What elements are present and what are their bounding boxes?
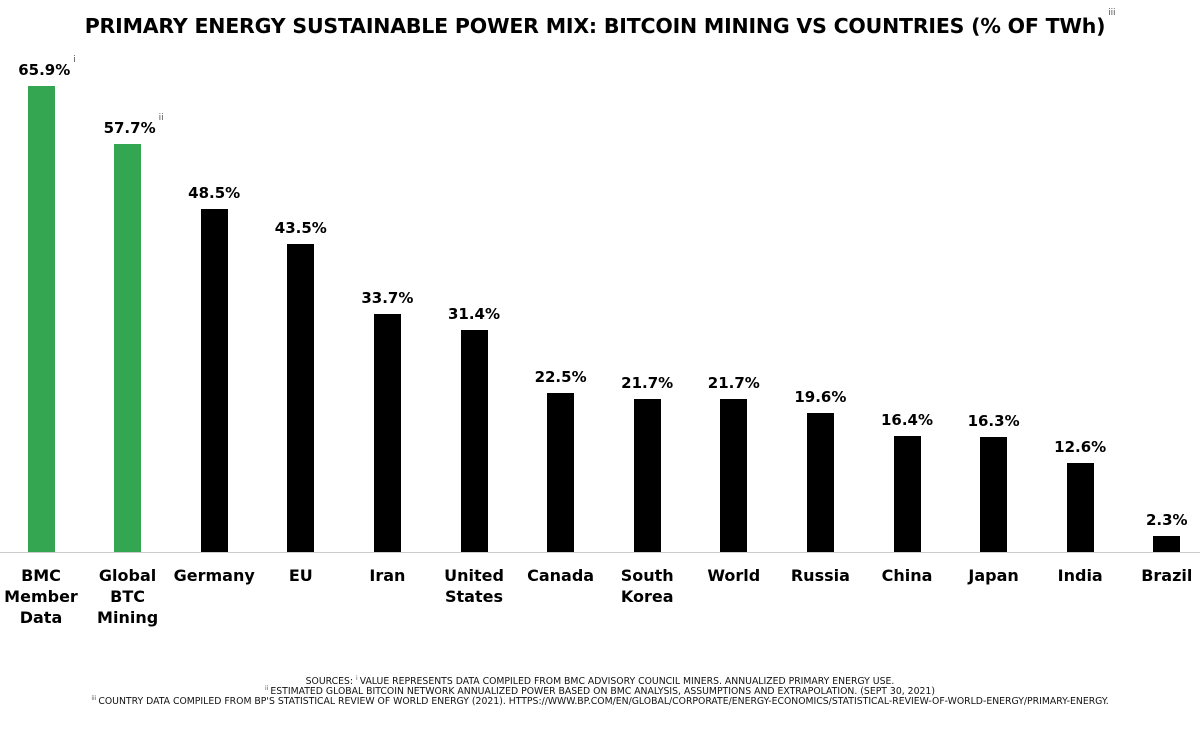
x-tick-box: BMC Member Data bbox=[0, 565, 84, 628]
x-tick-label: Japan bbox=[968, 566, 1019, 585]
bar bbox=[114, 144, 142, 552]
value-label: 16.4% bbox=[880, 411, 934, 430]
x-tick-box: World bbox=[691, 565, 777, 586]
x-tick-label: Global BTC Mining bbox=[97, 566, 159, 627]
value-label: 12.6% bbox=[1054, 437, 1107, 456]
source-text: ESTIMATED GLOBAL BITCOIN NETWORK ANNUALI… bbox=[270, 685, 935, 697]
value-note: i bbox=[73, 55, 76, 66]
x-tick-box: Global BTC Mining bbox=[85, 565, 171, 628]
source-mark: iii bbox=[91, 694, 97, 702]
source-text: COUNTRY DATA COMPILED FROM BP'S STATISTI… bbox=[98, 695, 1109, 707]
x-tick-box: United States bbox=[431, 565, 517, 607]
title-note: iii bbox=[1108, 8, 1116, 18]
x-tick-label: South Korea bbox=[620, 566, 674, 606]
x-tick-label: World bbox=[707, 566, 761, 585]
x-tick-label: BMC Member Data bbox=[4, 566, 78, 627]
x-tick-label: Russia bbox=[790, 566, 850, 585]
bar bbox=[633, 398, 661, 552]
x-tick-box: EU bbox=[258, 565, 344, 586]
x-tick-box: Germany bbox=[171, 565, 257, 586]
value-label: 19.6% bbox=[794, 388, 847, 407]
value-label-box: 16.4% bbox=[857, 411, 957, 429]
value-label: 33.7% bbox=[361, 288, 414, 307]
value-label-box: 12.6% bbox=[1030, 438, 1130, 456]
bar bbox=[720, 398, 748, 552]
x-tick-label: Iran bbox=[369, 566, 406, 585]
bar bbox=[980, 436, 1008, 552]
source-line: SOURCES: i VALUE REPRESENTS DATA COMPILED… bbox=[0, 675, 1200, 687]
value-label-box: 48.5% bbox=[164, 184, 264, 202]
value-label-box: 21.7% bbox=[684, 374, 784, 392]
bar bbox=[200, 209, 228, 552]
bar bbox=[460, 330, 488, 552]
x-tick-box: South Korea bbox=[604, 565, 690, 607]
x-tick-label: Brazil bbox=[1141, 566, 1193, 585]
x-tick-label: China bbox=[881, 566, 933, 585]
source-mark: ii bbox=[265, 684, 269, 692]
value-label-box: 65.9%i bbox=[0, 55, 97, 80]
value-label-box: 21.7% bbox=[597, 374, 697, 392]
value-label: 22.5% bbox=[534, 367, 587, 386]
bar bbox=[806, 413, 834, 552]
x-tick-label: India bbox=[1057, 566, 1103, 585]
bar bbox=[373, 313, 401, 552]
x-tick-label: United States bbox=[444, 566, 504, 606]
value-label-box: 19.6% bbox=[770, 388, 870, 406]
source-line: ii ESTIMATED GLOBAL BITCOIN NETWORK ANNUA… bbox=[0, 684, 1200, 697]
sources: SOURCES: i VALUE REPRESENTS DATA COMPILED… bbox=[0, 675, 1200, 707]
value-label-box: 43.5% bbox=[251, 219, 351, 237]
x-tick-box: Russia bbox=[777, 565, 863, 586]
x-tick-box: Iran bbox=[344, 565, 430, 586]
source-line: iii COUNTRY DATA COMPILED FROM BP'S STATI… bbox=[0, 694, 1200, 707]
value-label: 57.7% bbox=[103, 119, 156, 138]
chart-title-box: PRIMARY ENERGY SUSTAINABLE POWER MIX: BI… bbox=[0, 8, 1200, 38]
value-label-box: 16.3% bbox=[944, 412, 1044, 430]
value-label: 31.4% bbox=[447, 305, 501, 323]
value-label-box: 31.4% bbox=[424, 305, 524, 323]
value-label: 48.5% bbox=[188, 184, 241, 203]
x-tick-box: China bbox=[864, 565, 950, 586]
bar bbox=[287, 244, 315, 552]
value-label-box: 57.7%ii bbox=[84, 113, 184, 138]
bar bbox=[1066, 462, 1094, 552]
baseline bbox=[0, 552, 1200, 553]
bar bbox=[893, 436, 921, 552]
x-tick-label: Canada bbox=[527, 566, 595, 585]
chart-title: PRIMARY ENERGY SUSTAINABLE POWER MIX: BI… bbox=[84, 14, 1106, 38]
value-label: 21.7% bbox=[707, 373, 760, 392]
x-tick-box: Brazil bbox=[1124, 565, 1200, 586]
value-label: 16.3% bbox=[967, 411, 1020, 430]
x-tick-label: Germany bbox=[173, 566, 255, 585]
value-label: 2.3% bbox=[1145, 510, 1188, 529]
value-label-box: 33.7% bbox=[337, 289, 437, 307]
x-tick-box: Japan bbox=[951, 565, 1037, 586]
value-label: 65.9% bbox=[18, 61, 71, 80]
bar bbox=[547, 392, 575, 552]
bar bbox=[1153, 535, 1181, 552]
x-tick-box: Canada bbox=[518, 565, 604, 586]
value-label-box: 2.3% bbox=[1117, 511, 1200, 529]
bar bbox=[27, 86, 55, 552]
sources-label: SOURCES: bbox=[305, 676, 354, 687]
x-tick-box: India bbox=[1037, 565, 1123, 586]
value-label: 21.7% bbox=[621, 373, 674, 392]
value-note: ii bbox=[158, 113, 164, 124]
x-tick-label: EU bbox=[288, 566, 313, 585]
source-text: VALUE REPRESENTS DATA COMPILED FROM BMC … bbox=[359, 676, 895, 687]
value-label-box: 22.5% bbox=[511, 368, 611, 386]
source-mark: i bbox=[356, 675, 358, 682]
value-label: 43.5% bbox=[274, 219, 327, 238]
